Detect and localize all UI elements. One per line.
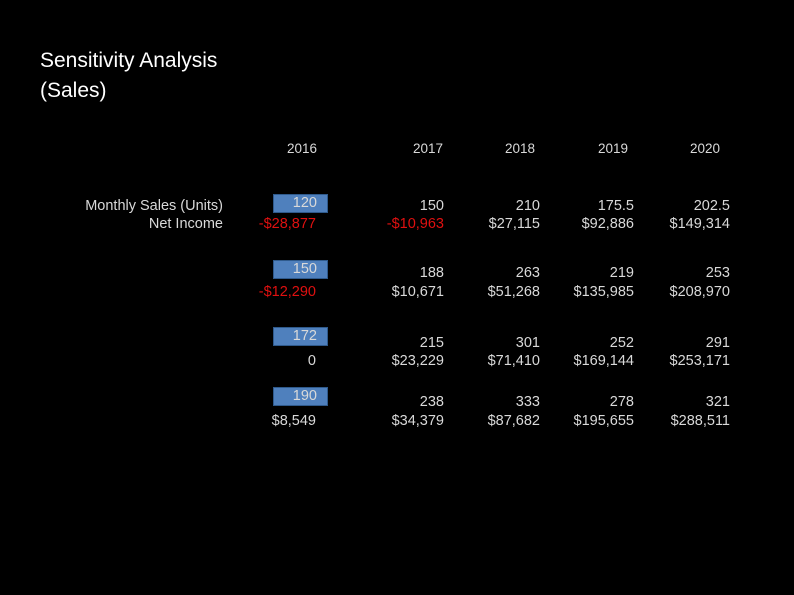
net-income-cell: $71,410 xyxy=(487,353,540,369)
net-income-cell: -$28,877 xyxy=(258,216,316,232)
net-income-cell: $135,985 xyxy=(573,284,634,300)
sales-input-cell[interactable]: 172 xyxy=(273,327,328,346)
sales-input-cell[interactable]: 150 xyxy=(273,260,328,279)
sales-value-cell: 301 xyxy=(515,335,540,351)
sales-value-cell: 263 xyxy=(515,265,540,281)
net-income-cell: -$12,290 xyxy=(258,284,316,300)
net-income-cell: $92,886 xyxy=(581,216,634,232)
title-line-1: Sensitivity Analysis xyxy=(40,49,218,72)
net-income-cell: $87,682 xyxy=(487,413,540,429)
net-income-cell: 0 xyxy=(307,353,316,369)
net-income-cell: $34,379 xyxy=(391,413,444,429)
sales-value-cell: 215 xyxy=(419,335,444,351)
sales-input-cell[interactable]: 190 xyxy=(273,387,328,406)
year-header-2018: 2018 xyxy=(504,141,536,156)
year-header-2019: 2019 xyxy=(597,141,629,156)
sales-value-cell: 253 xyxy=(705,265,730,281)
net-income-cell: $27,115 xyxy=(488,216,540,232)
net-income-cell: $169,144 xyxy=(573,353,634,369)
sales-value-cell: 210 xyxy=(515,198,540,214)
net-income-cell: $23,229 xyxy=(391,353,444,369)
sales-value-cell: 291 xyxy=(705,335,730,351)
sales-value-cell: 175.5 xyxy=(597,198,634,214)
sales-value-cell: 278 xyxy=(609,394,634,410)
net-income-cell: -$10,963 xyxy=(386,216,444,232)
net-income-cell: $8,549 xyxy=(271,413,316,429)
sales-value-cell: 238 xyxy=(419,394,444,410)
sales-value-cell: 150 xyxy=(419,198,444,214)
row-label-net-income: Net Income xyxy=(148,216,223,232)
title-line-2: (Sales) xyxy=(40,79,107,102)
net-income-cell: $288,511 xyxy=(670,413,730,429)
sales-value-cell: 321 xyxy=(705,394,730,410)
sales-value-cell: 252 xyxy=(609,335,634,351)
slide-title: Sensitivity Analysis (Sales) xyxy=(40,46,360,106)
sales-value-cell: 202.5 xyxy=(693,198,730,214)
net-income-cell: $51,268 xyxy=(487,284,540,300)
sales-value-cell: 219 xyxy=(609,265,634,281)
net-income-cell: $208,970 xyxy=(669,284,730,300)
net-income-cell: $10,671 xyxy=(391,284,444,300)
year-header-2016: 2016 xyxy=(286,141,318,156)
sales-value-cell: 333 xyxy=(515,394,540,410)
sales-input-cell[interactable]: 120 xyxy=(273,194,328,213)
sales-value-cell: 188 xyxy=(419,265,444,281)
net-income-cell: $195,655 xyxy=(573,413,634,429)
net-income-cell: $149,314 xyxy=(669,216,730,232)
net-income-cell: $253,171 xyxy=(669,353,730,369)
row-label-monthly-sales: Monthly Sales (Units) xyxy=(85,198,223,214)
year-header-2017: 2017 xyxy=(412,141,444,156)
year-header-2020: 2020 xyxy=(689,141,721,156)
